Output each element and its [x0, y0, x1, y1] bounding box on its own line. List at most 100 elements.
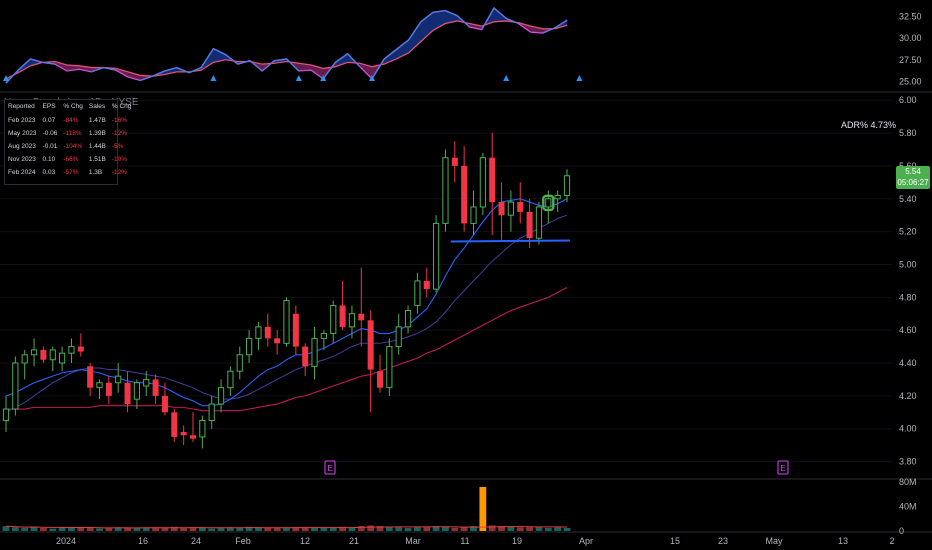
candle-body-down — [451, 157, 458, 166]
x-tick-label: 2024 — [56, 536, 76, 546]
earnings-cell: Aug 2023 — [8, 143, 36, 150]
indicator-fast-line — [188, 66, 202, 74]
candle-body-up — [143, 378, 150, 387]
x-tick-label: Feb — [235, 536, 251, 546]
candle-body-down — [423, 280, 430, 290]
candle-body-up — [12, 362, 19, 410]
candle-body-down — [124, 382, 131, 405]
indicator-fast-line — [286, 58, 300, 72]
earnings-cell: -0.06 — [42, 130, 58, 137]
volume-bar — [283, 527, 290, 531]
candle-body-up — [115, 375, 122, 384]
volume-bar — [423, 527, 431, 531]
signal-marker — [3, 75, 9, 81]
volume-bar — [170, 526, 178, 531]
x-tick-label: 16 — [138, 536, 148, 546]
volume-bar — [516, 527, 524, 531]
indicator-fill — [469, 23, 482, 30]
candle-body-up — [404, 309, 412, 328]
indicator-fast-line — [408, 21, 422, 41]
earnings-table-panel — [4, 99, 118, 185]
indicator-fill — [213, 48, 226, 63]
indicator-fill — [164, 67, 177, 75]
volume-bar — [105, 527, 113, 531]
indicator-fast-line — [347, 53, 361, 68]
price-y-tick-label: 4.20 — [899, 391, 917, 401]
candle-body-up — [311, 337, 318, 367]
indicator-fast-line — [274, 58, 287, 62]
top-indicator-panel[interactable] — [3, 6, 583, 84]
earnings-cell: -10% — [111, 156, 128, 163]
candle-body-down — [367, 320, 374, 370]
volume-bar — [292, 527, 300, 531]
candle-body-up — [479, 157, 486, 208]
earnings-cell: -104% — [63, 143, 83, 150]
x-tick-label: 11 — [460, 536, 469, 546]
candle-body-up — [470, 206, 477, 224]
indicator-fill — [530, 26, 543, 34]
price-y-tick-label: 4.00 — [899, 424, 917, 434]
earnings-cell: -66% — [63, 156, 79, 163]
earnings-cell: -118% — [63, 130, 82, 137]
last-price-tag: 5.54 05:06:27 — [896, 166, 930, 189]
indicator-fast-line — [432, 9, 446, 14]
volume-y-tick-label: 0 — [899, 526, 904, 536]
signal-marker — [369, 75, 375, 81]
x-tick-label: 12 — [300, 536, 310, 546]
volume-bar — [432, 526, 440, 531]
volume-bar — [498, 526, 505, 531]
candle-body-up — [246, 337, 253, 356]
candle-body-down — [292, 313, 299, 347]
volume-bar — [264, 527, 272, 531]
indicator-fill — [311, 64, 324, 79]
indicator-fast-line — [249, 60, 263, 72]
signal-marker — [320, 75, 327, 81]
indicator-fast-line — [322, 61, 336, 80]
volume-bar — [189, 527, 197, 531]
candle-body-down — [105, 382, 112, 396]
indicator-fast-line — [17, 58, 31, 71]
candle-body-up — [386, 346, 393, 389]
indicator-fast-line — [334, 53, 349, 63]
candle-body-down — [180, 432, 187, 436]
x-tick-label: 19 — [512, 536, 522, 546]
signal-marker — [295, 75, 302, 81]
ma-slow-line — [6, 286, 568, 412]
indicator-fast-line — [152, 70, 165, 77]
volume-bar — [479, 486, 487, 531]
earnings-marker-label: E — [327, 464, 332, 473]
candle-body-down — [152, 379, 159, 396]
earnings-cell: Nov 2023 — [8, 156, 36, 163]
volume-bar — [11, 527, 19, 531]
earnings-marker — [324, 460, 336, 475]
earnings-marker — [777, 460, 789, 475]
candle-body-up — [563, 175, 571, 196]
candle-body-up — [21, 354, 28, 364]
earnings-cell: 0.10 — [42, 156, 56, 163]
earnings-table: Reported EPS % Chg Sales % Chg Feb 2023 … — [5, 102, 134, 179]
x-tick-label: 21 — [349, 536, 359, 546]
indicator-fill — [445, 10, 458, 24]
volume-bar — [554, 527, 562, 531]
candle-body-up — [545, 198, 552, 208]
price-y-tick-label: 4.40 — [899, 358, 917, 368]
earnings-cell: -12% — [111, 130, 128, 137]
top-y-tick-label: 27.50 — [899, 55, 922, 65]
x-tick-label: 2 — [889, 536, 894, 546]
candle-body-down — [498, 202, 505, 216]
indicator-fast-line — [42, 61, 55, 65]
candle-body-down — [40, 349, 47, 360]
indicator-fill — [30, 58, 43, 66]
earnings-cell: -84% — [63, 117, 79, 124]
volume-panel[interactable] — [2, 486, 571, 531]
indicator-fast-line — [237, 59, 251, 65]
volume-bar — [470, 526, 477, 531]
indicator-fill — [408, 21, 421, 53]
candle-body-up — [199, 420, 206, 438]
ma-mid-line — [5, 214, 568, 413]
earnings-table-header-row: Reported EPS % Chg Sales % Chg — [5, 102, 134, 114]
volume-bar — [442, 526, 449, 531]
volume-bar — [2, 526, 10, 531]
